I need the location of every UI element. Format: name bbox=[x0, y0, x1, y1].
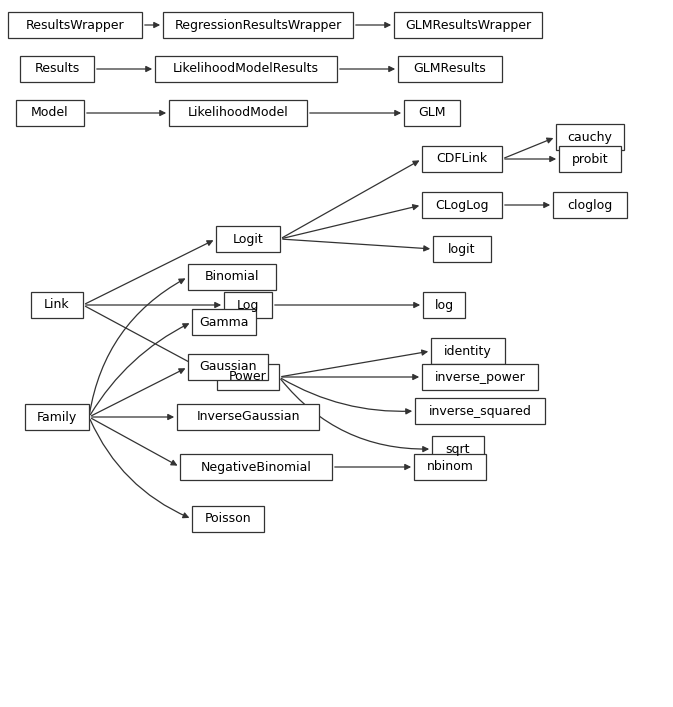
Bar bbox=[192, 309, 256, 335]
Bar bbox=[422, 192, 502, 218]
Bar bbox=[188, 354, 268, 380]
Bar bbox=[398, 56, 502, 82]
Bar bbox=[414, 454, 486, 480]
Bar bbox=[16, 100, 84, 126]
Bar bbox=[192, 506, 264, 532]
Text: GLMResultsWrapper: GLMResultsWrapper bbox=[405, 18, 531, 32]
Text: Link: Link bbox=[44, 298, 70, 312]
Text: LikelihoodModelResults: LikelihoodModelResults bbox=[173, 62, 319, 76]
Text: InverseGaussian: InverseGaussian bbox=[197, 411, 299, 423]
Text: inverse_power: inverse_power bbox=[435, 370, 526, 383]
Bar bbox=[422, 146, 502, 172]
Bar bbox=[20, 56, 94, 82]
Bar bbox=[224, 292, 272, 318]
Bar bbox=[188, 264, 276, 290]
Text: Family: Family bbox=[37, 411, 77, 423]
Bar bbox=[177, 404, 319, 430]
Text: GLM: GLM bbox=[418, 107, 446, 119]
Text: Results: Results bbox=[34, 62, 79, 76]
Text: logit: logit bbox=[448, 243, 476, 255]
Bar bbox=[25, 404, 89, 430]
Bar bbox=[8, 12, 142, 38]
Bar bbox=[422, 364, 538, 390]
Text: probit: probit bbox=[571, 153, 608, 165]
Text: Binomial: Binomial bbox=[205, 271, 259, 284]
Bar bbox=[155, 56, 337, 82]
Bar bbox=[169, 100, 307, 126]
Text: Gaussian: Gaussian bbox=[199, 361, 257, 373]
Text: CLogLog: CLogLog bbox=[435, 199, 489, 211]
Text: inverse_squared: inverse_squared bbox=[429, 404, 532, 418]
Text: cauchy: cauchy bbox=[567, 131, 612, 144]
Bar bbox=[217, 364, 279, 390]
Text: Model: Model bbox=[31, 107, 69, 119]
Bar bbox=[163, 12, 353, 38]
Text: LikelihoodModel: LikelihoodModel bbox=[188, 107, 288, 119]
Text: cloglog: cloglog bbox=[567, 199, 612, 211]
Text: Power: Power bbox=[229, 370, 267, 383]
Bar bbox=[180, 454, 332, 480]
Text: Gamma: Gamma bbox=[199, 315, 249, 329]
Bar bbox=[559, 146, 621, 172]
Bar bbox=[415, 398, 545, 424]
Text: sqrt: sqrt bbox=[446, 443, 470, 455]
Bar bbox=[432, 436, 484, 462]
Bar bbox=[431, 338, 505, 364]
Text: NegativeBinomial: NegativeBinomial bbox=[201, 460, 312, 474]
Bar bbox=[394, 12, 542, 38]
Text: nbinom: nbinom bbox=[427, 460, 473, 474]
Bar bbox=[404, 100, 460, 126]
Text: CDFLink: CDFLink bbox=[436, 153, 487, 165]
Bar bbox=[216, 226, 280, 252]
Text: Log: Log bbox=[237, 298, 259, 312]
Bar bbox=[31, 292, 83, 318]
Text: identity: identity bbox=[444, 344, 492, 358]
Text: log: log bbox=[435, 298, 454, 312]
Bar bbox=[556, 124, 624, 150]
Bar bbox=[433, 236, 491, 262]
Text: Logit: Logit bbox=[233, 233, 263, 245]
Text: RegressionResultsWrapper: RegressionResultsWrapper bbox=[174, 18, 342, 32]
Text: Poisson: Poisson bbox=[205, 513, 251, 525]
Bar bbox=[423, 292, 465, 318]
Text: ResultsWrapper: ResultsWrapper bbox=[26, 18, 125, 32]
Bar bbox=[553, 192, 627, 218]
Text: GLMResults: GLMResults bbox=[414, 62, 487, 76]
